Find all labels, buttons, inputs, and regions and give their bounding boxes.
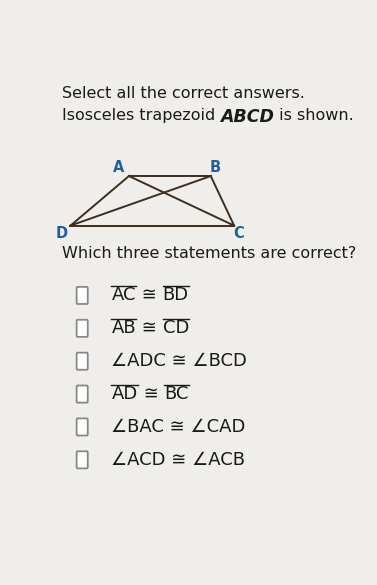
FancyBboxPatch shape (77, 353, 88, 370)
Text: ≅: ≅ (136, 287, 162, 304)
Text: AB: AB (112, 319, 136, 338)
Text: AD: AD (112, 385, 138, 403)
Text: B: B (210, 160, 221, 174)
Text: is shown.: is shown. (274, 108, 354, 123)
FancyBboxPatch shape (77, 386, 88, 402)
Text: A: A (113, 160, 124, 174)
FancyBboxPatch shape (77, 320, 88, 337)
Text: ≅: ≅ (136, 319, 162, 338)
Text: Select all the correct answers.: Select all the correct answers. (62, 86, 305, 101)
Text: ∠BAC ≅ ∠CAD: ∠BAC ≅ ∠CAD (112, 418, 246, 436)
Text: CD: CD (162, 319, 189, 338)
Text: ∠ADC ≅ ∠BCD: ∠ADC ≅ ∠BCD (112, 352, 247, 370)
FancyBboxPatch shape (77, 287, 88, 304)
Text: ∠ACD ≅ ∠ACB: ∠ACD ≅ ∠ACB (112, 451, 245, 469)
Text: Isosceles trapezoid: Isosceles trapezoid (62, 108, 220, 123)
FancyBboxPatch shape (77, 451, 88, 469)
Text: Which three statements are correct?: Which three statements are correct? (62, 246, 356, 261)
Text: ≅: ≅ (138, 385, 164, 403)
FancyBboxPatch shape (77, 418, 88, 435)
Text: C: C (233, 226, 244, 241)
Text: D: D (56, 226, 68, 241)
Text: AC: AC (112, 287, 136, 304)
Text: BD: BD (162, 287, 188, 304)
Text: BC: BC (164, 385, 188, 403)
Text: ABCD: ABCD (220, 108, 274, 126)
